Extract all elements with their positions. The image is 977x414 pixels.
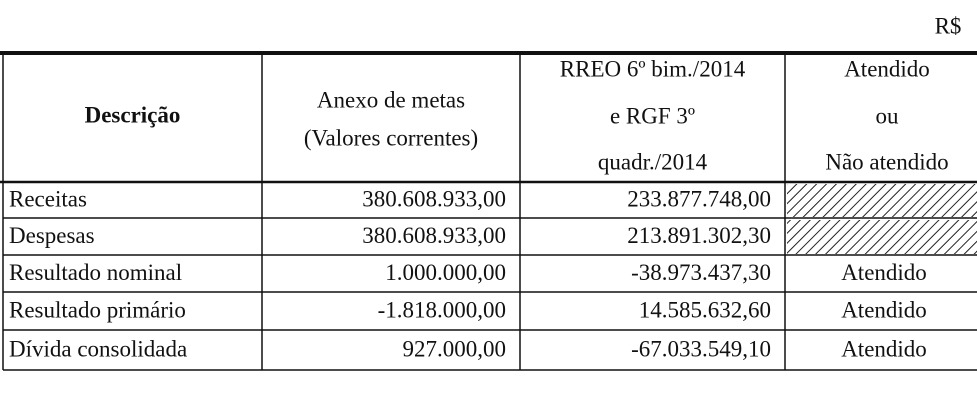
header-text: Descrição — [85, 102, 181, 127]
row-label: Despesas — [9, 223, 95, 248]
cell-value: -67.033.549,10 — [631, 336, 771, 361]
unit-label: R$ — [935, 13, 962, 38]
row-label: Dívida consolidada — [9, 336, 187, 361]
cell-value: -38.973.437,30 — [631, 260, 771, 285]
header-text: quadr./2014 — [598, 149, 708, 174]
header-text: e RGF 3º — [610, 103, 695, 128]
header-text: Atendido — [844, 56, 930, 81]
cell-value: 14.585.632,60 — [639, 297, 771, 322]
cell-status: Atendido — [841, 260, 927, 285]
row-label: Resultado nominal — [9, 260, 182, 285]
header-text: Não atendido — [825, 149, 948, 174]
cell-value: 213.891.302,30 — [627, 223, 771, 248]
cell-value: -1.818.000,00 — [378, 297, 506, 322]
cell-value: 233.877.748,00 — [627, 186, 771, 211]
row-label: Receitas — [9, 186, 87, 211]
header-text: Anexo de metas — [317, 87, 465, 112]
hatched-cell — [787, 220, 977, 254]
row-label: Resultado primário — [9, 297, 186, 322]
cell-value: 380.608.933,00 — [362, 186, 506, 211]
header-text: ou — [876, 103, 900, 128]
cell-value: 380.608.933,00 — [362, 223, 506, 248]
cell-value: 927.000,00 — [403, 336, 507, 361]
header-text: (Valores correntes) — [304, 125, 478, 150]
hatched-cell — [787, 184, 977, 217]
header-text: RREO 6º bim./2014 — [560, 56, 746, 81]
cell-status: Atendido — [841, 336, 927, 361]
cell-status: Atendido — [841, 297, 927, 322]
cell-value: 1.000.000,00 — [385, 260, 506, 285]
